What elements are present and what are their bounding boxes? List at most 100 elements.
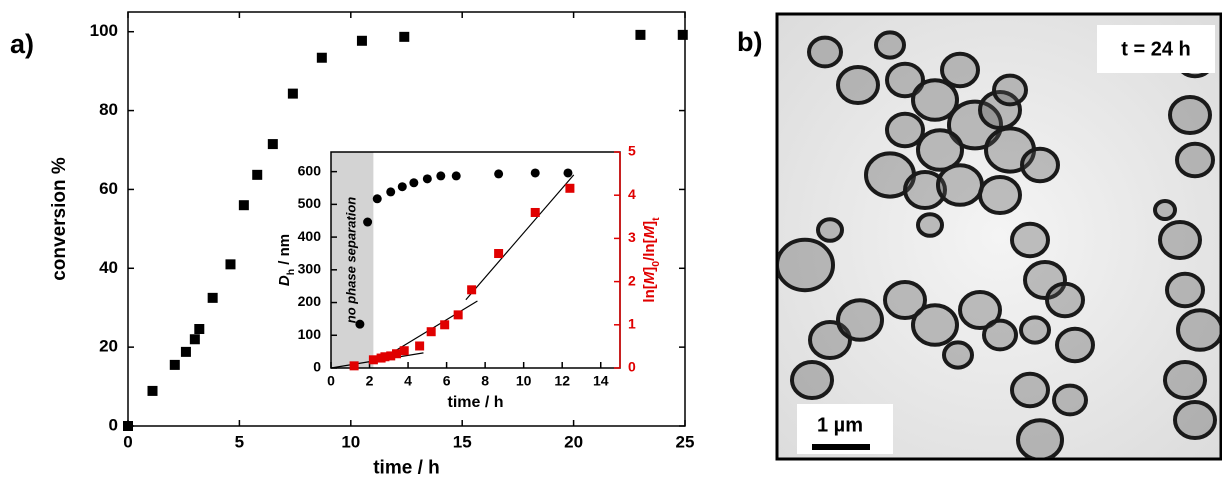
y-tick-label: 0	[109, 415, 118, 434]
particle	[836, 298, 884, 342]
particle	[1158, 220, 1202, 260]
data-point	[368, 355, 378, 365]
particle	[903, 170, 947, 210]
region-label: no phase separation	[344, 197, 359, 323]
fit-line	[465, 174, 575, 301]
y-axis-title: conversion %	[49, 157, 70, 281]
data-point	[207, 292, 218, 303]
y-tick-label: 500	[298, 195, 322, 211]
label-part: ]	[641, 267, 658, 272]
y-tick-label: 100	[298, 326, 322, 342]
annotation-box	[1097, 25, 1215, 73]
particle	[1019, 315, 1051, 345]
data-point	[436, 171, 446, 181]
particle	[1163, 360, 1207, 400]
particle	[1153, 199, 1177, 221]
data-point	[397, 182, 407, 192]
y2-tick-label: 1	[628, 316, 636, 332]
x-tick-label: 8	[481, 373, 489, 389]
particle	[778, 237, 835, 293]
data-point	[415, 341, 425, 351]
data-point	[349, 361, 359, 371]
x-tick-label: 2	[366, 373, 374, 389]
label-part: D	[276, 275, 293, 286]
data-point	[147, 385, 158, 396]
data-point	[563, 168, 573, 178]
data-point	[494, 169, 504, 179]
y2-tick-label: 5	[628, 143, 636, 159]
particle	[1023, 260, 1067, 300]
data-point	[399, 346, 409, 356]
particle	[1010, 221, 1050, 259]
data-point	[422, 174, 432, 184]
data-point	[530, 207, 540, 217]
y2-tick-label: 4	[628, 186, 636, 202]
y2-tick-label: 2	[628, 272, 636, 288]
x-tick-label: 15	[453, 432, 472, 451]
y-tick-label: 20	[99, 337, 118, 356]
particle	[978, 90, 1022, 130]
x-tick-label: 25	[676, 432, 695, 451]
particle	[807, 35, 843, 69]
x-tick-label: 12	[554, 373, 570, 389]
data-point	[386, 351, 396, 361]
data-point	[194, 324, 205, 335]
label-part: / nm	[276, 234, 293, 269]
data-point	[440, 320, 450, 330]
data-point	[426, 327, 436, 337]
particles	[778, 30, 1220, 458]
label-part: /ln[	[641, 238, 658, 261]
particle	[816, 217, 844, 243]
data-point	[363, 217, 373, 227]
particle	[874, 30, 906, 60]
data-point	[453, 310, 463, 320]
data-point	[409, 178, 419, 188]
particle	[885, 111, 925, 149]
particle	[1016, 418, 1064, 458]
y-tick-label: 60	[99, 179, 118, 198]
scale-bar	[812, 444, 870, 450]
annotation: t = 24 h	[1121, 38, 1190, 60]
particle	[1045, 281, 1085, 319]
data-point	[225, 259, 236, 270]
y-tick-label: 100	[90, 21, 118, 40]
data-point	[530, 168, 540, 178]
particle	[885, 61, 925, 99]
data-point	[494, 249, 504, 259]
data-point	[180, 346, 191, 357]
data-point	[372, 194, 382, 204]
particle	[1175, 141, 1215, 179]
label-part: t	[650, 217, 662, 221]
data-point	[238, 200, 249, 211]
data-point	[169, 359, 180, 370]
particle	[1055, 326, 1095, 364]
data-point	[355, 319, 365, 329]
particle	[916, 212, 944, 238]
data-point	[252, 169, 263, 180]
x-tick-label: 6	[443, 373, 451, 389]
particle	[958, 290, 1002, 330]
x-axis-title: time / h	[447, 394, 503, 411]
shaded-region	[331, 152, 374, 368]
y-tick-label: 80	[99, 100, 118, 119]
panel-label: a)	[10, 29, 34, 59]
y-tick-label: 200	[298, 293, 322, 309]
particle	[1176, 308, 1220, 352]
particle	[947, 99, 1003, 151]
particle	[1020, 146, 1060, 184]
micrograph: t = 24 h 1 µm	[775, 12, 1222, 461]
y-tick-label: 400	[298, 228, 322, 244]
x-tick-label: 5	[235, 432, 244, 451]
particle	[978, 175, 1022, 215]
data-point	[386, 187, 396, 197]
particle	[911, 78, 959, 122]
y-axis-title: Dh / nm	[276, 234, 297, 286]
particle	[1010, 371, 1050, 409]
label-part: ]	[641, 221, 658, 226]
y-tick-label: 40	[99, 258, 118, 277]
data-point	[316, 52, 327, 63]
x-tick-label: 10	[516, 373, 532, 389]
x-tick-label: 0	[327, 373, 335, 389]
particle	[916, 128, 964, 172]
